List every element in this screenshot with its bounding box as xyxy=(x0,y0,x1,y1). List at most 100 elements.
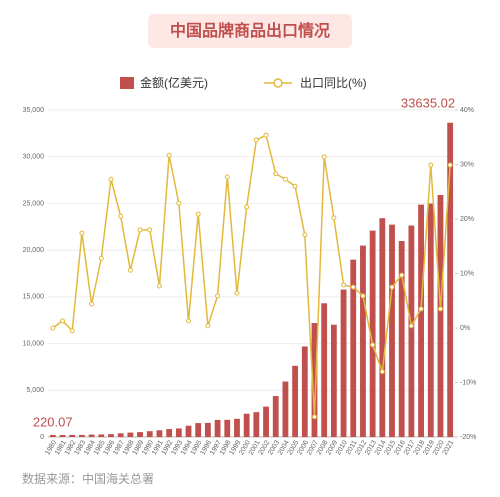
line-point xyxy=(370,342,376,348)
line-point xyxy=(156,283,162,289)
line-point xyxy=(273,171,279,177)
bar xyxy=(69,434,76,437)
bar xyxy=(369,230,376,437)
line-point xyxy=(127,267,133,273)
bar xyxy=(301,346,308,437)
y-tick-label: 0 xyxy=(40,434,44,441)
line-point xyxy=(418,306,424,312)
line-point xyxy=(50,325,56,331)
y-tick-label: 10,000 xyxy=(23,340,45,347)
line-point xyxy=(379,369,385,375)
line-point xyxy=(292,183,298,189)
line-point xyxy=(166,152,172,158)
y-tick-label: 25,000 xyxy=(23,200,45,207)
bar xyxy=(379,218,386,437)
bar xyxy=(175,428,182,437)
bar xyxy=(263,406,269,437)
line-point xyxy=(321,154,327,160)
bar xyxy=(398,240,405,437)
bar xyxy=(311,323,318,437)
bar xyxy=(117,433,124,437)
source: 数据来源：中国海关总署 xyxy=(22,471,154,486)
bar xyxy=(282,381,289,437)
line-point xyxy=(98,255,104,261)
line-point xyxy=(282,176,288,182)
title-badge xyxy=(148,14,352,48)
bar xyxy=(195,423,202,437)
bar xyxy=(418,204,424,437)
y2-tick-label: 30% xyxy=(460,161,474,168)
line-point xyxy=(60,318,66,324)
bar xyxy=(272,396,279,437)
legend-swatch xyxy=(120,77,134,89)
value-label: 220.07 xyxy=(33,414,73,429)
bar xyxy=(447,122,454,438)
line-point xyxy=(408,323,414,329)
y2-tick-label: 0% xyxy=(460,325,470,332)
bar xyxy=(350,259,357,437)
bar xyxy=(214,419,221,437)
bar xyxy=(79,434,85,437)
chart-title: 中国品牌商品出口情况 xyxy=(170,21,330,40)
line-point xyxy=(253,137,259,143)
line-point xyxy=(89,301,95,307)
line-point xyxy=(350,284,356,290)
bar xyxy=(292,365,299,437)
bar xyxy=(253,412,260,437)
bar xyxy=(185,425,192,437)
line-point xyxy=(69,328,75,334)
bar xyxy=(166,429,173,437)
line-point xyxy=(205,323,211,329)
y2-tick-label: -20% xyxy=(460,434,476,441)
line-point xyxy=(360,293,366,299)
bar xyxy=(156,430,163,437)
line-point xyxy=(176,200,182,206)
line-point xyxy=(447,162,453,168)
line-point xyxy=(79,230,85,236)
line-point xyxy=(331,215,337,221)
legend-label: 金额(亿美元) xyxy=(140,75,208,90)
bar xyxy=(137,432,143,437)
y-tick-label: 20,000 xyxy=(23,247,45,254)
bar xyxy=(340,289,347,437)
bar xyxy=(321,303,328,437)
bar xyxy=(234,418,240,437)
bar xyxy=(127,432,134,437)
line-point xyxy=(195,211,201,217)
bar xyxy=(98,434,105,437)
bar xyxy=(389,224,395,437)
bar xyxy=(204,422,211,437)
bar xyxy=(427,203,434,437)
line-point xyxy=(389,284,395,290)
line-point xyxy=(215,293,221,299)
bar xyxy=(408,225,415,437)
bar xyxy=(243,413,250,437)
line-point xyxy=(244,204,250,210)
line-point xyxy=(234,290,240,296)
y-tick-label: 15,000 xyxy=(23,294,45,301)
bar xyxy=(88,434,95,437)
bar xyxy=(224,419,231,437)
y2-tick-label: 20% xyxy=(460,216,474,223)
line-point xyxy=(437,306,443,312)
y2-tick-label: 10% xyxy=(460,270,474,277)
legend-swatch xyxy=(273,78,283,88)
y-tick-label: 35,000 xyxy=(23,107,45,114)
bar xyxy=(108,434,114,437)
line-point xyxy=(341,282,347,288)
line-point xyxy=(263,132,269,138)
line-point xyxy=(224,174,230,180)
line-point xyxy=(302,232,308,238)
line-point xyxy=(137,227,143,233)
value-label: 33635.02 xyxy=(401,95,455,110)
line-point xyxy=(118,213,124,219)
bar xyxy=(146,431,153,437)
y-tick-label: 30,000 xyxy=(23,154,45,161)
line-point xyxy=(399,272,405,278)
line-point xyxy=(428,162,434,168)
bar xyxy=(437,195,444,437)
y-tick-label: 5,000 xyxy=(26,387,44,394)
line-point xyxy=(108,176,114,182)
line-point xyxy=(147,227,153,233)
